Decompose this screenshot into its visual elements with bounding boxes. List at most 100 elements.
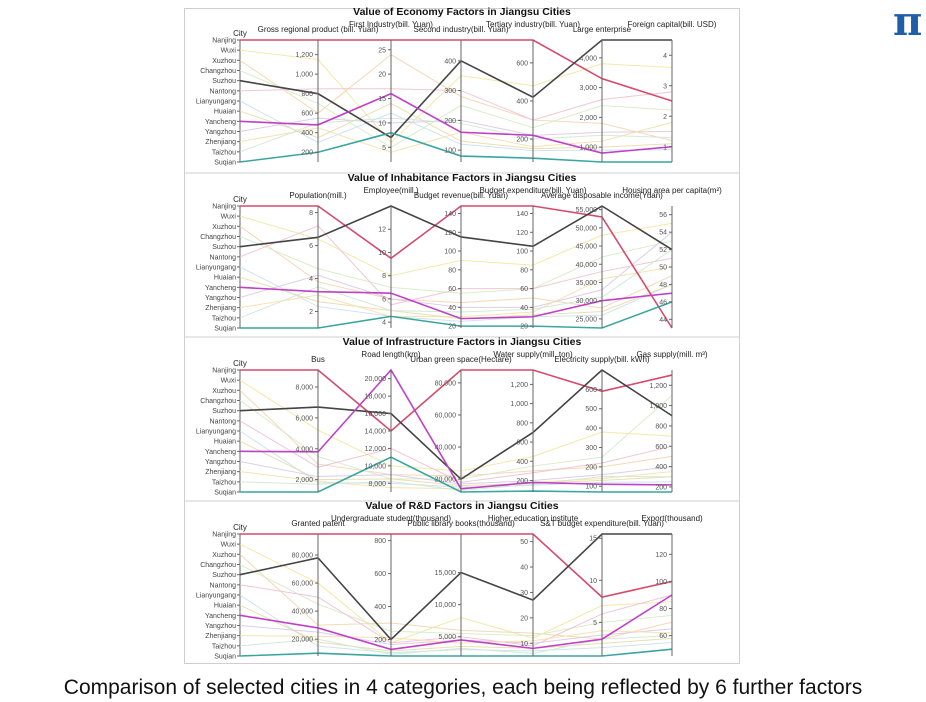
city-label: Yangzhou xyxy=(205,459,236,466)
value-tick-label: 600 xyxy=(516,60,528,67)
data-line-xuzhou xyxy=(239,389,673,477)
value-tick-label: 500 xyxy=(585,406,597,413)
value-tick-label: 50 xyxy=(520,539,528,546)
value-tick-label: 40,000 xyxy=(576,262,598,269)
value-tick-label: 600 xyxy=(585,387,597,394)
city-label: Nanjing xyxy=(212,368,236,375)
value-axis-title: Export(thousand) xyxy=(641,514,703,523)
city-label: Suzhou xyxy=(212,408,236,415)
city-label: Huaian xyxy=(214,109,236,116)
city-label: Wuxi xyxy=(221,48,237,55)
value-tick-label: 600 xyxy=(374,571,386,578)
data-line-changzhou xyxy=(239,236,673,294)
city-label: Lianyungang xyxy=(196,593,236,600)
value-tick-label: 200 xyxy=(516,478,528,485)
value-tick-label: 400 xyxy=(585,426,597,433)
value-tick-label: 1,200 xyxy=(649,383,667,390)
city-axis-title: City xyxy=(233,359,247,368)
city-axis-title: City xyxy=(233,523,247,532)
city-label: Yancheng xyxy=(205,449,236,456)
value-tick-label: 800 xyxy=(301,91,313,98)
city-label: Xuzhou xyxy=(212,388,236,395)
panel-title: Value of Infrastructure Factors in Jiang… xyxy=(343,336,582,348)
city-label: Yangzhou xyxy=(205,295,236,302)
value-tick-label: 16,000 xyxy=(365,411,387,418)
value-tick-label: 10,000 xyxy=(365,463,387,470)
value-tick-label: 2,000 xyxy=(579,115,597,122)
city-label: Yangzhou xyxy=(205,623,236,630)
value-axis-title: Urban green space(Hectare) xyxy=(410,355,512,364)
city-label: Lianyungang xyxy=(196,99,236,106)
value-axis-title: Road length(km) xyxy=(361,350,420,359)
city-label: Xuzhou xyxy=(212,224,236,231)
city-label: Nanjing xyxy=(212,38,236,45)
value-tick-label: 200 xyxy=(374,637,386,644)
city-label: Suqian xyxy=(214,490,236,497)
value-tick-label: 5 xyxy=(382,145,386,152)
data-line-lianyungang xyxy=(239,266,673,322)
city-label: Taizhou xyxy=(212,479,236,486)
value-tick-label: 300 xyxy=(585,445,597,452)
value-axis-title: Public library books(thousand) xyxy=(407,519,515,528)
value-tick-label: 4 xyxy=(663,53,667,60)
value-tick-label: 120 xyxy=(655,552,667,559)
value-axis-title: Budget expenditure(bill. Yuan) xyxy=(479,186,586,195)
panel-title: Value of R&D Factors in Jiangsu Cities xyxy=(365,500,558,512)
city-label: Nantong xyxy=(210,582,237,589)
city-label: Yangzhou xyxy=(205,129,236,136)
value-tick-label: 400 xyxy=(444,58,456,65)
city-label: Suzhou xyxy=(212,572,236,579)
data-line-wuxi xyxy=(239,379,673,472)
value-tick-label: 25,000 xyxy=(576,316,598,323)
value-axis-title: Water supply(mill. ton) xyxy=(493,350,573,359)
value-tick-label: 2 xyxy=(663,114,667,121)
value-tick-label: 400 xyxy=(301,130,313,137)
value-tick-label: 1,000 xyxy=(510,401,528,408)
value-tick-label: 5 xyxy=(593,620,597,627)
value-tick-label: 14,000 xyxy=(365,429,387,436)
value-axis-title: Granted patent xyxy=(291,519,345,528)
value-tick-label: 1,000 xyxy=(295,72,313,79)
value-tick-label: 8 xyxy=(382,273,386,280)
value-tick-label: 3 xyxy=(663,83,667,90)
value-tick-label: 100 xyxy=(585,484,597,491)
city-label: Suzhou xyxy=(212,78,236,85)
value-tick-label: 600 xyxy=(655,444,667,451)
city-label: Wuxi xyxy=(221,214,237,221)
value-tick-label: 200 xyxy=(585,464,597,471)
value-tick-label: 8 xyxy=(309,210,313,217)
value-tick-label: 140 xyxy=(516,211,528,218)
value-tick-label: 20,000 xyxy=(435,477,457,484)
value-tick-label: 40 xyxy=(520,305,528,312)
value-tick-label: 200 xyxy=(655,484,667,491)
value-tick-label: 800 xyxy=(374,538,386,545)
data-line-changzhou xyxy=(239,564,673,637)
value-tick-label: 2 xyxy=(309,309,313,316)
city-label: Huaian xyxy=(214,275,236,282)
value-tick-label: 80,000 xyxy=(435,380,457,387)
value-tick-label: 25 xyxy=(378,47,386,54)
value-tick-label: 1,200 xyxy=(510,382,528,389)
value-tick-label: 45,000 xyxy=(576,244,598,251)
value-tick-label: 30,000 xyxy=(576,298,598,305)
city-label: Huaian xyxy=(214,439,236,446)
city-label: Nanjing xyxy=(212,532,236,539)
value-tick-label: 200 xyxy=(444,118,456,125)
value-tick-label: 80 xyxy=(448,267,456,274)
value-tick-label: 20 xyxy=(448,324,456,331)
value-tick-label: 10 xyxy=(378,250,386,257)
value-tick-label: 30 xyxy=(520,590,528,597)
data-line-lianyungang xyxy=(239,594,673,654)
city-label: Xuzhou xyxy=(212,552,236,559)
value-tick-label: 140 xyxy=(444,211,456,218)
value-tick-label: 20 xyxy=(520,324,528,331)
value-tick-label: 40 xyxy=(448,305,456,312)
value-tick-label: 20,000 xyxy=(365,376,387,383)
value-tick-label: 55,000 xyxy=(576,207,598,214)
value-tick-label: 12,000 xyxy=(365,446,387,453)
value-axis-title: Population(mill.) xyxy=(289,191,347,200)
value-tick-label: 3,000 xyxy=(579,85,597,92)
city-label: Nanjing xyxy=(212,204,236,211)
value-tick-label: 60,000 xyxy=(292,581,314,588)
